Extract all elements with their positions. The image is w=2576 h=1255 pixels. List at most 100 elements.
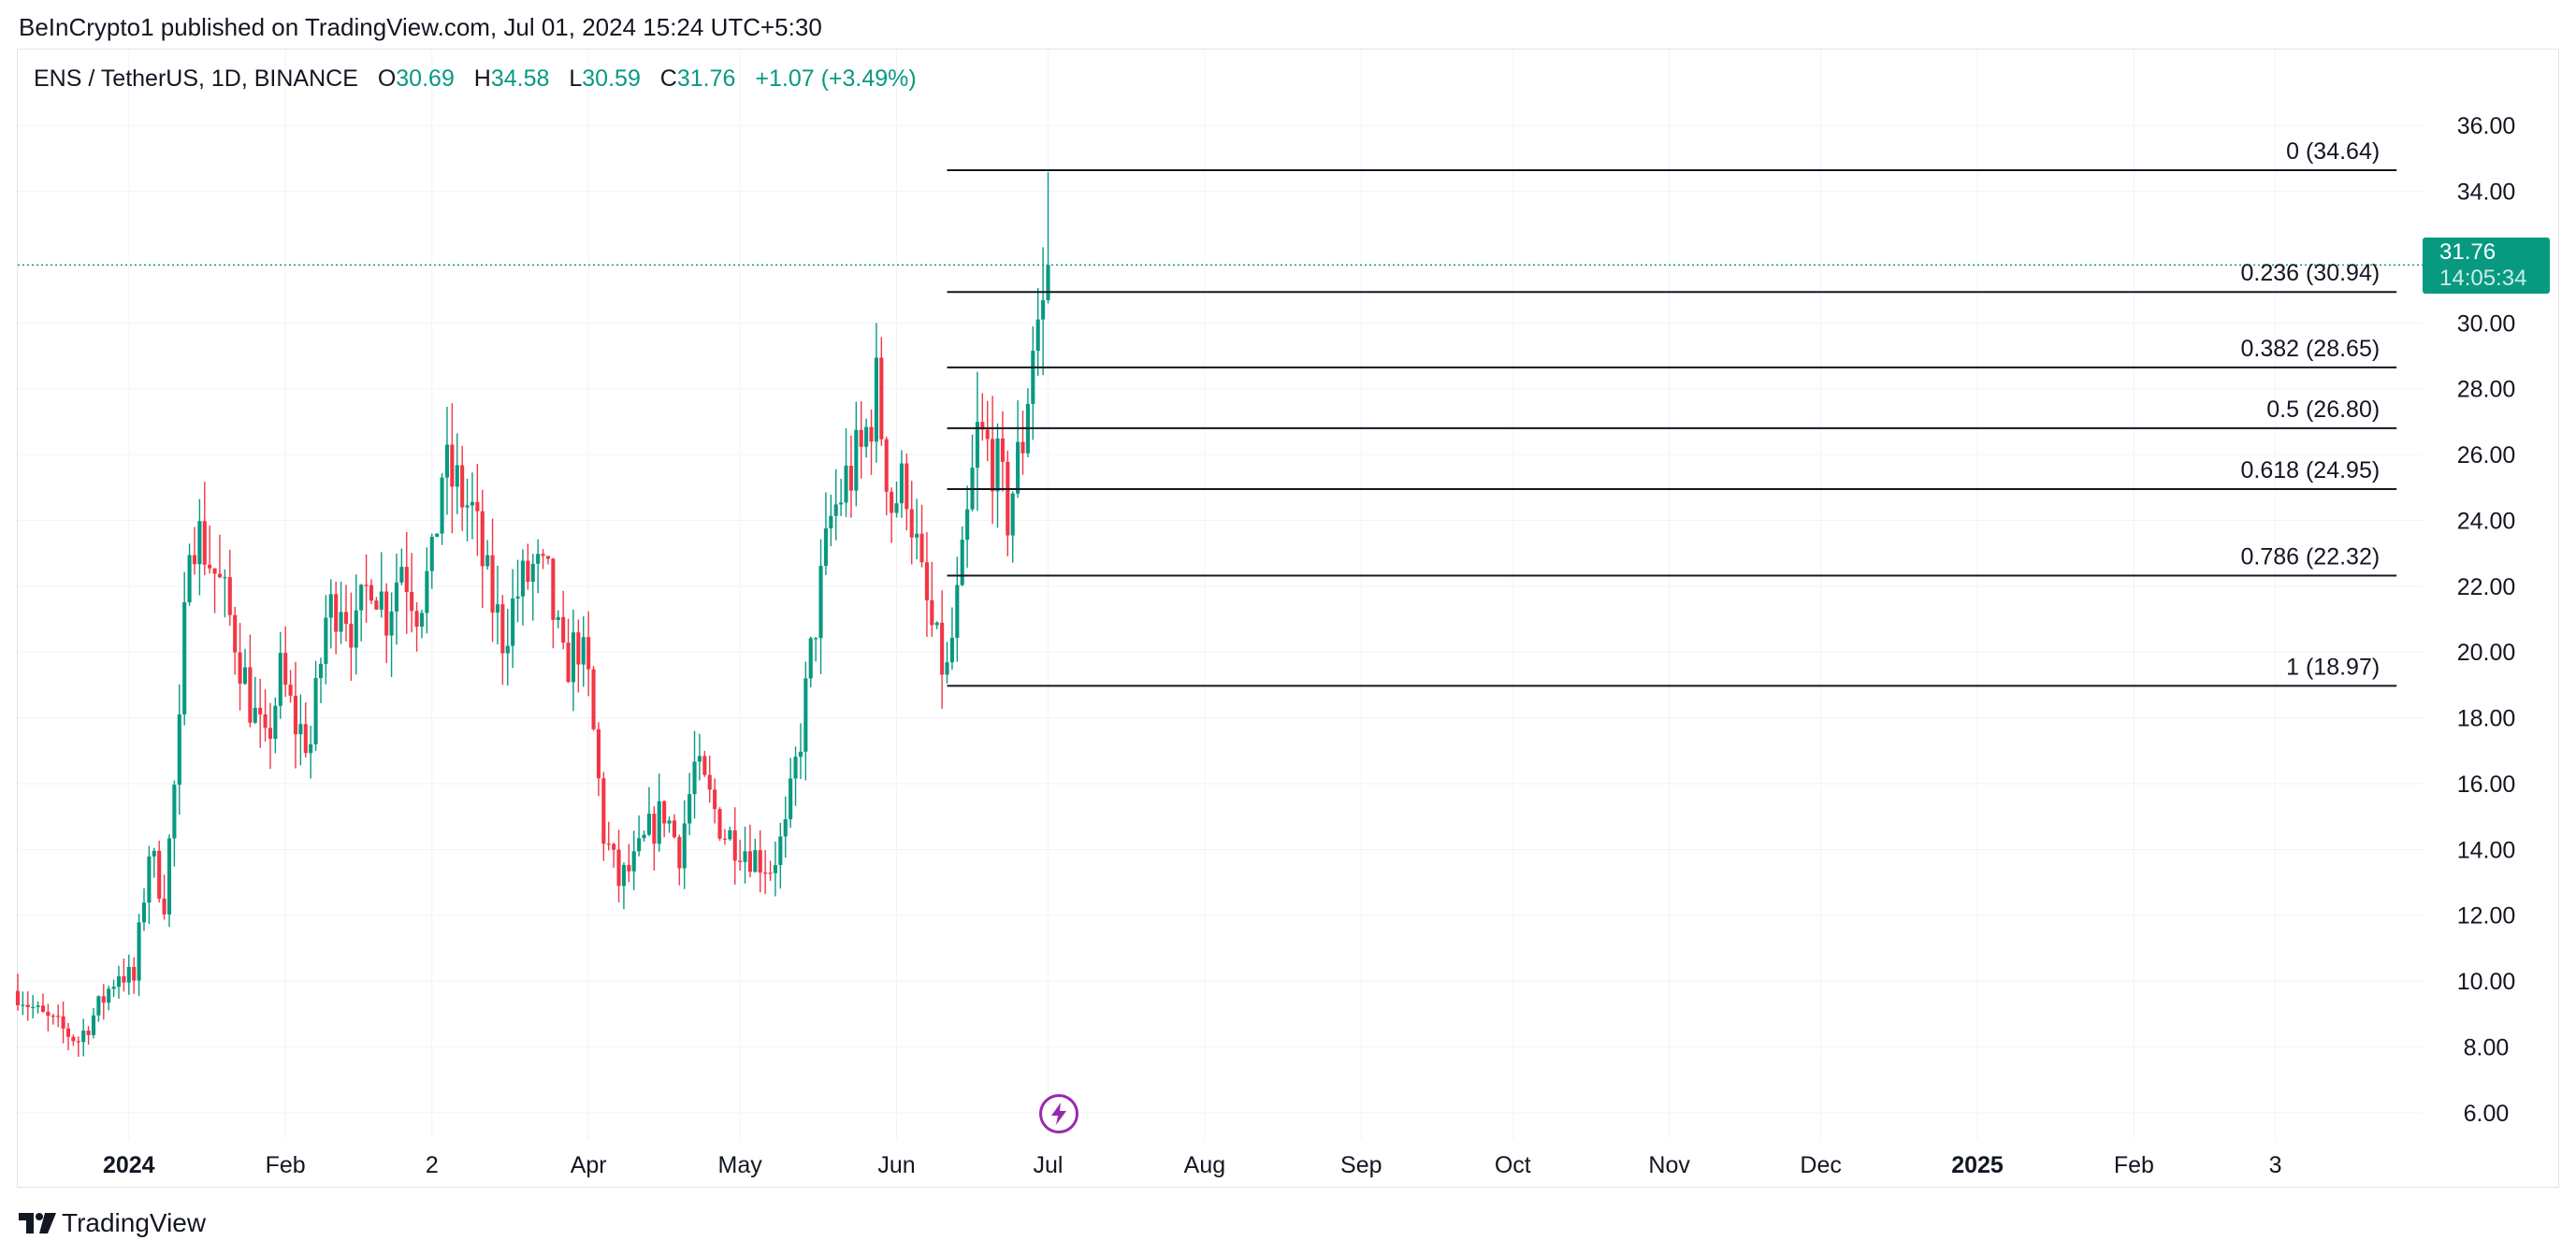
fib-level-label: 0.618 (24.95) (2240, 457, 2380, 483)
candle-body (208, 564, 212, 569)
candle-body (384, 591, 389, 636)
candle-body (561, 616, 566, 643)
lightning-icon[interactable] (1039, 1094, 1078, 1133)
candle-body (864, 426, 869, 447)
x-axis[interactable]: 2024 Feb 2 Apr May Jun Jul Aug Sep Oct Nov Dec 2025 F… (103, 1152, 2282, 1178)
candle-body (793, 757, 798, 779)
candle-body (490, 555, 495, 613)
candle-body (440, 477, 444, 534)
candle-body (627, 864, 631, 872)
candle-body (399, 567, 404, 583)
candle-body (107, 988, 111, 1003)
candle-body (379, 591, 384, 610)
candle-body (541, 554, 545, 556)
candle-body (364, 584, 369, 586)
y-tick-label: 8.00 (2464, 1034, 2510, 1060)
candle-body (773, 864, 777, 873)
symbol-legend[interactable]: ENS / TetherUS, 1D, BINANCE O30.69 H34.5… (34, 65, 917, 93)
candle-body (789, 778, 793, 820)
candle-body (339, 612, 343, 632)
candle-body (803, 678, 808, 752)
candle-body (389, 611, 394, 636)
candle-body (162, 898, 166, 915)
candle-body (268, 728, 273, 739)
bar-countdown: 14:05:34 (2439, 266, 2527, 291)
candle-body (359, 584, 364, 611)
candle-body (197, 521, 202, 565)
candle-body (253, 707, 257, 723)
candle-body (1006, 461, 1010, 536)
x-tick-label: Aug (1184, 1152, 1225, 1178)
candle-body (273, 705, 278, 739)
candle-body (334, 594, 339, 632)
x-tick-label: 3 (2269, 1152, 2282, 1178)
tradingview-logo[interactable]: TradingView (19, 1206, 206, 1240)
candle-body (980, 422, 985, 430)
candle-body (51, 1016, 55, 1017)
candle-body (1046, 265, 1050, 301)
x-tick-label: 2 (426, 1152, 439, 1178)
x-tick-label: Dec (1800, 1152, 1841, 1178)
candle-body (227, 577, 232, 615)
candle-body (500, 604, 505, 654)
candle-body (410, 592, 414, 612)
candle-body (818, 566, 823, 639)
candle-body (15, 990, 21, 1005)
candles (15, 172, 1050, 1058)
candle-body (839, 502, 844, 505)
candle-body (480, 511, 485, 567)
candle-body (233, 614, 238, 653)
candle-body (621, 864, 627, 887)
candle-body (991, 439, 995, 492)
candle-body (879, 357, 884, 440)
x-tick-label: Feb (2114, 1152, 2154, 1178)
candle-body (985, 429, 990, 440)
x-tick-label: Feb (266, 1152, 306, 1178)
candle-body (551, 558, 556, 621)
candle-body (212, 568, 217, 574)
candle-body (848, 465, 853, 491)
candle-body (21, 1004, 25, 1006)
candle-body (743, 851, 747, 862)
change-value: +1.07 (+3.49%) (755, 65, 917, 92)
candle-body (677, 837, 682, 869)
candle-body (475, 501, 480, 512)
candle-body (374, 600, 379, 610)
x-tick-label: Nov (1648, 1152, 1690, 1178)
candle-body (303, 724, 308, 754)
y-tick-label: 26.00 (2457, 442, 2516, 469)
chart-frame[interactable] (17, 49, 2559, 1188)
candle-body (263, 714, 268, 728)
candle-body (747, 851, 752, 873)
candle-body (318, 663, 324, 679)
candle-body (556, 616, 560, 621)
candle-body (46, 1011, 51, 1017)
candle-body (444, 444, 450, 478)
candle-body (591, 669, 596, 729)
candle-body (692, 761, 697, 795)
candle-body (36, 1005, 40, 1007)
fibonacci-retracement[interactable]: 0 (34.64) 0.236 (30.94) 0.382 (28.65) 0.5 (… (947, 138, 2397, 687)
candle-body (915, 533, 919, 538)
candle-body (657, 801, 661, 844)
fib-level-label: 0.236 (30.94) (2240, 260, 2380, 286)
candle-body (571, 632, 576, 683)
candle-body (40, 1005, 46, 1012)
candle-body (612, 844, 616, 850)
symbol-name[interactable]: ENS / TetherUS, 1D, BINANCE (34, 65, 358, 92)
candle-body (536, 554, 541, 564)
x-tick-label: Jun (877, 1152, 915, 1178)
candle-body (732, 829, 737, 861)
candle-body (414, 611, 419, 628)
candle-body (940, 622, 945, 675)
y-axis[interactable]: 36.00 34.00 30.00 28.00 26.00 24.00 22.00 20.00… (2457, 113, 2516, 1127)
candle-body (808, 638, 813, 679)
candle-body (717, 809, 722, 839)
candle-body (995, 438, 1000, 492)
candle-body (166, 838, 172, 915)
x-tick-label: 2024 (103, 1152, 155, 1178)
candle-body (425, 570, 429, 613)
candle-body (217, 573, 223, 578)
candle-body (248, 667, 253, 723)
